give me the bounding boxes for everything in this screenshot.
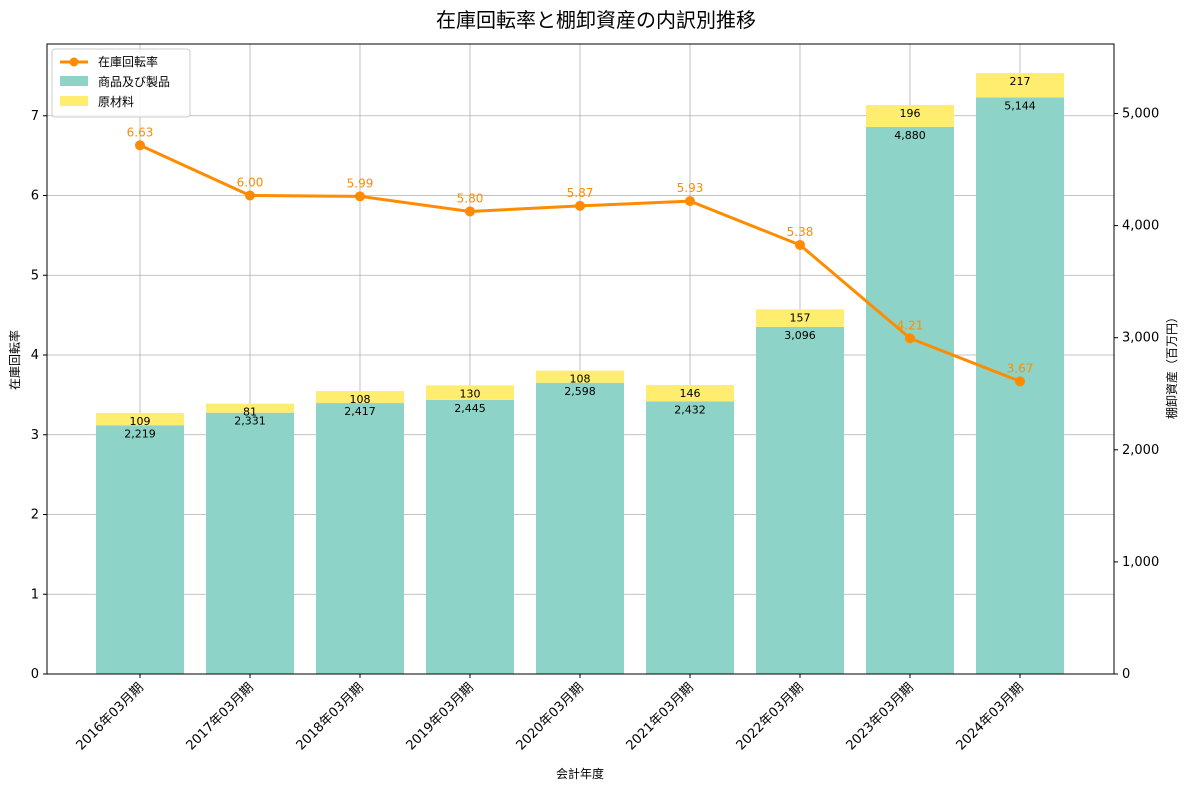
turnover-point [905,333,915,344]
bar-label-materials: 196 [900,107,921,120]
legend-label-turnover: 在庫回転率 [98,54,158,69]
bar-products [96,425,184,674]
x-axis-label: 会計年度 [556,766,604,781]
y-left-tick-label: 1 [31,587,39,602]
bar-label-products: 5,144 [1004,99,1036,112]
bar-label-materials: 81 [243,406,257,419]
turnover-label: 5.87 [567,186,594,200]
bar-label-products: 2,219 [124,427,156,440]
x-tick-label: 2017年03月期 [184,680,257,753]
turnover-label: 5.99 [347,176,374,190]
bar-materials [426,385,514,400]
bar-products [756,326,844,674]
legend-label-products: 商品及び製品 [98,74,170,89]
bar-label-materials: 157 [790,311,811,324]
legend-marker-swatch [69,57,79,67]
bar-label-products: 2,598 [564,385,596,398]
bar-materials [206,403,294,413]
y-axis-left-label: 在庫回転率 [7,330,22,390]
legend: 在庫回転率 商品及び製品 原材料 [51,48,191,118]
turnover-point [245,190,255,201]
y-right-tick-label: 2,000 [1122,443,1159,458]
y-right-tick-label: 1,000 [1122,555,1159,570]
turnover-label: 3.67 [1007,361,1034,375]
bar-label-materials: 130 [460,387,481,400]
bar-label-materials: 108 [350,393,371,406]
x-tick-label: 2016年03月期 [74,680,147,753]
bar-products [426,399,514,674]
x-tick-label: 2022年03月期 [734,680,807,753]
y-right-tick-label: 0 [1122,667,1130,682]
turnover-point [135,140,145,151]
turnover-point [575,200,585,211]
bar-materials [96,413,184,426]
x-tick-label: 2019年03月期 [404,680,477,753]
x-tick-label: 2021年03月期 [624,680,697,753]
bar-products [866,126,954,674]
y-right-tick-label: 5,000 [1122,107,1159,122]
y-left-tick-label: 2 [31,508,39,523]
turnover-label: 4.21 [897,318,924,332]
bar-label-products: 2,445 [454,402,486,415]
turnover-point [685,196,695,207]
y-left-tick-label: 5 [31,268,39,283]
y-left-tick-label: 0 [31,667,39,682]
legend-swatch-materials [60,96,88,106]
bar-label-products: 2,417 [344,405,376,418]
y-right-tick-label: 4,000 [1122,219,1159,234]
turnover-label: 5.38 [787,225,814,239]
y-axis-right-label: 棚卸資産（百万円） [1164,311,1179,419]
bar-label-products: 4,880 [894,129,926,142]
bar-materials [866,104,954,127]
bar-materials [756,309,844,327]
bar-products [206,412,294,674]
chart-title: 在庫回転率と棚卸資産の内訳別推移 [436,8,756,32]
turnover-point [465,206,475,217]
bar-label-products: 2,432 [674,403,706,416]
x-tick-label: 2024年03月期 [954,680,1027,753]
legend-label-materials: 原材料 [98,95,134,109]
bar-label-products: 2,331 [234,415,266,428]
line-series: 6.63 6.00 5.99 5.80 5.87 5.93 5.38 4.21 3.67 [127,125,1034,387]
y-left-tick-label: 4 [31,348,39,363]
turnover-label: 5.93 [677,181,704,195]
bar-label-materials: 108 [570,373,591,386]
bar-label-materials: 146 [680,387,701,400]
bar-materials [316,390,404,404]
x-tick-label: 2023年03月期 [844,680,917,753]
turnover-point [795,239,805,250]
bar-materials [976,73,1064,98]
bar-label-products: 3,096 [784,329,816,342]
bar-materials [536,370,624,383]
bar-label-materials: 217 [1010,75,1031,88]
turnover-label: 6.63 [127,125,154,139]
bars [96,73,1064,674]
y-left-tick-label: 7 [31,109,39,124]
y-left-tick-label: 3 [31,428,39,443]
turnover-label: 5.80 [457,191,484,205]
x-tick-label: 2020年03月期 [514,680,587,753]
bar-products [646,401,734,674]
bar-products [316,403,404,674]
bar-materials [646,385,734,402]
turnover-point [1015,376,1025,387]
bar-label-materials: 109 [130,415,151,428]
turnover-point [355,191,365,202]
y-right-tick-label: 3,000 [1122,331,1159,346]
legend-swatch-products [60,76,88,86]
y-left-tick-label: 6 [31,189,39,204]
bar-products [536,382,624,674]
turnover-label: 6.00 [237,176,264,190]
x-tick-label: 2018年03月期 [294,680,367,753]
